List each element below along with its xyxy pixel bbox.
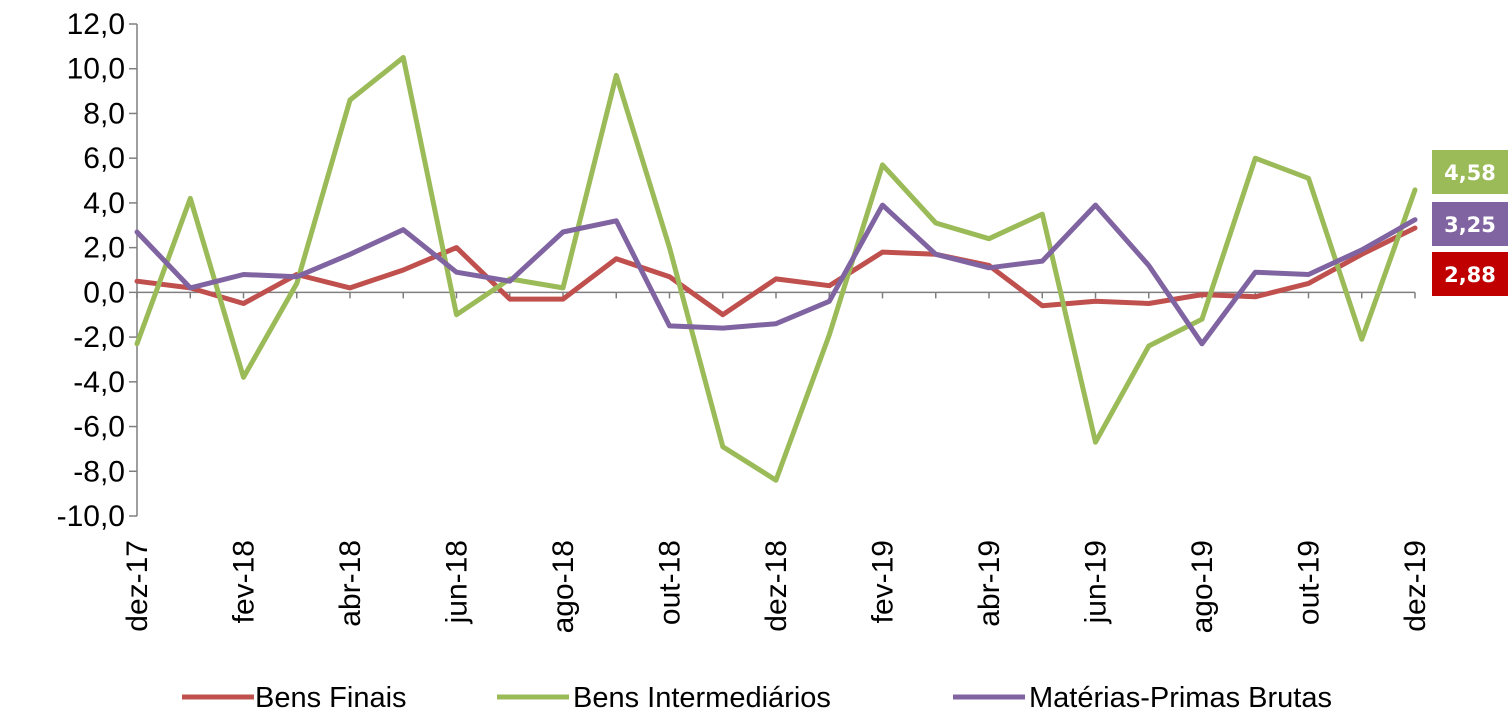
y-tick-label: -8,0 (73, 455, 125, 488)
y-tick-label: -6,0 (73, 411, 125, 444)
x-tick-label: out-18 (654, 540, 687, 625)
x-tick-label: abr-18 (334, 540, 367, 627)
x-tick-label: out-19 (1293, 540, 1326, 625)
y-tick-label: 0,0 (83, 276, 125, 309)
series-line-2 (134, 55, 1418, 483)
x-tick-label: abr-19 (973, 540, 1006, 627)
end-label-value: 2,88 (1444, 263, 1496, 287)
series-line-3 (134, 202, 1418, 347)
end-label-box (1432, 150, 1508, 194)
legend: Bens Finais Bens Intermediários Matérias-P… (182, 682, 1332, 714)
end-labels: 4,58 3,25 2,88 (1432, 150, 1508, 296)
x-tick-label: jun-18 (441, 540, 474, 624)
end-label-value: 4,58 (1444, 161, 1496, 185)
y-tick-label: -4,0 (73, 366, 125, 399)
series-line-1 (134, 225, 1418, 318)
y-tick-label: 8,0 (83, 97, 125, 130)
end-label-value: 3,25 (1444, 213, 1496, 237)
end-label-box (1432, 202, 1508, 246)
x-tick-label: dez-19 (1399, 540, 1432, 632)
x-tick-label: dez-18 (760, 540, 793, 632)
y-tick-label: 4,0 (83, 187, 125, 220)
y-tick-label: 2,0 (83, 232, 125, 265)
x-tick-label: fev-18 (228, 540, 261, 623)
series-layer (134, 55, 1418, 483)
y-tick-label: -2,0 (73, 321, 125, 354)
x-tick-label: jun-19 (1080, 540, 1113, 624)
y-tick-label: 12,0 (67, 8, 125, 41)
x-tick-label: fev-19 (867, 540, 900, 623)
x-tick-label: ago-18 (547, 540, 580, 633)
y-tick-label: -10,0 (57, 500, 125, 533)
y-tick-label: 6,0 (83, 142, 125, 175)
x-tick-label: dez-17 (121, 540, 154, 632)
end-label-box (1432, 252, 1508, 296)
y-tick-label: 10,0 (67, 53, 125, 86)
legend-label: Bens Finais (255, 682, 407, 714)
axes: 12,0 10,0 8,0 6,0 4,0 2,0 0,0 -2,0 -4,0 -6,0 -8,0 -… (57, 8, 1432, 633)
legend-label: Matérias-Primas Brutas (1029, 682, 1332, 714)
legend-label: Bens Intermediários (573, 682, 831, 714)
x-tick-label: ago-19 (1186, 540, 1219, 633)
